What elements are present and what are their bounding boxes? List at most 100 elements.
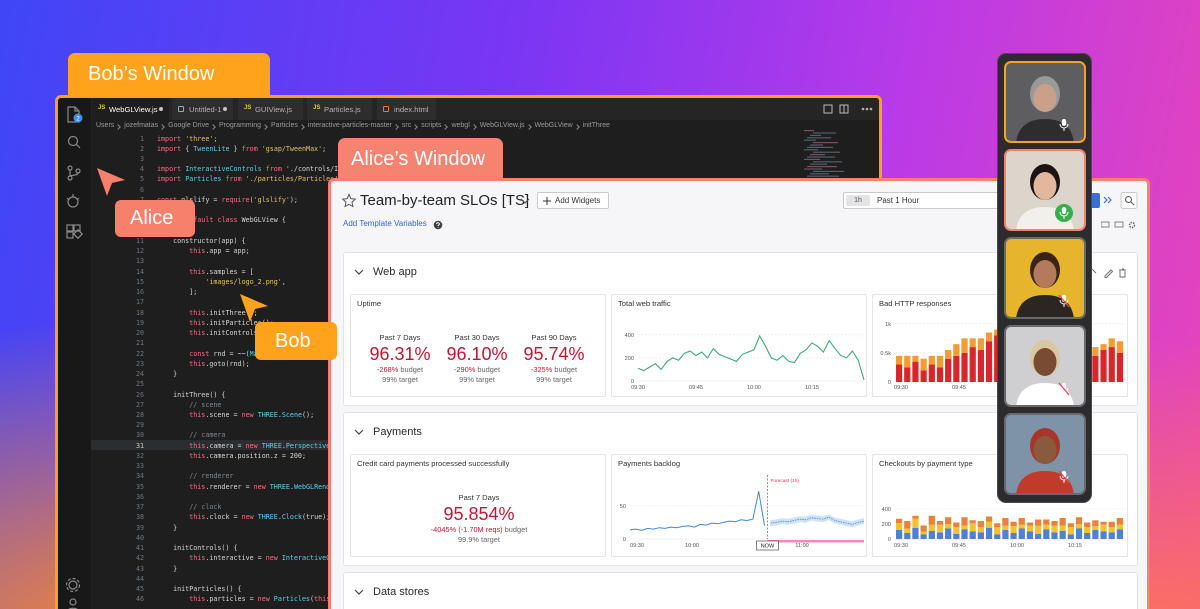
token: new [241,410,254,419]
bar-segment [1084,533,1091,539]
token: this [189,359,206,368]
code-line: this.samples = [ [189,267,254,276]
bar-segment [1026,531,1034,539]
bar-segment [904,521,911,529]
bar-segment [945,350,952,359]
bar-segment [1092,526,1099,530]
bar-segment [1067,534,1074,539]
bar-segment [1116,518,1124,525]
line-number: 2 [139,144,144,153]
mic-stand [1059,387,1069,395]
dashboard-title: Team-by-team SLOs [TS] [360,192,530,209]
bar-segment [904,355,911,368]
crumb: Programming [219,122,262,129]
minimap-line [813,132,836,134]
code-line: } [157,370,178,379]
code-line: this.renderer = new THREE.WebGLRenderer(… [189,482,354,491]
crumb: scripts [421,122,442,129]
now-label: NOW [761,544,775,550]
line-number: 15 [135,277,144,286]
crumb-separator [210,124,216,130]
bar-segment [994,523,1001,527]
plus-icon [543,197,551,205]
star-icon [341,193,357,208]
forecast-label: Forecast (1h) [770,478,799,484]
token: default [185,216,214,225]
crumb-separator [299,124,305,130]
toolbar-icons [1101,192,1138,229]
avatar-body [1016,295,1074,317]
x-tick-label: 09:30 [631,385,645,391]
code-line: this.clock = new THREE.Clock(true); [189,513,331,522]
dashboard-section: Data stores [343,572,1138,609]
editor-tab[interactable]: JS WebGLView.js [92,98,170,120]
template-link[interactable]: Add Template Variables [343,219,427,228]
live-button[interactable] [1090,193,1100,208]
line-number: 23 [135,359,144,368]
budget-word: budget [554,365,578,374]
crumb-separator [159,124,165,130]
avatar [1016,252,1074,317]
chart: 0 50 09:30 10:00 11:00 Forecast (1h) NOW [620,475,865,551]
line-number: 22 [135,349,144,358]
minimap-line [807,137,831,139]
chevron [354,429,364,435]
section-chevron [354,589,364,595]
token: this [189,410,206,419]
line-number: 34 [135,472,144,481]
bob-cursor-label: Bob [255,322,337,360]
tab-name: WebGLView.js [109,104,158,114]
breadcrumb: Users jozefmatas Google Drive Programming Pa… [96,122,610,130]
bar-segment [936,524,944,533]
code-line: this.scene = new THREE.Scene(); [189,410,315,419]
bar-segment [1100,521,1107,525]
budget-value: -268% [376,365,399,374]
bar-segment [969,338,976,348]
code-line: import InteractiveControls from './contr… [157,165,367,174]
tab-name: index.html [394,104,429,114]
bar-segment [1051,525,1058,533]
token: Scene [281,410,303,419]
line-number: 31 [135,441,144,450]
widget-title: Checkouts by payment type [879,459,973,468]
crumb-separator [393,124,399,130]
token: THREE [261,441,282,450]
bar-segment [994,534,1001,539]
token: InteractiveControls [185,165,262,174]
token: 'glslify' [253,195,290,204]
line-number: 14 [135,267,144,276]
line-number: 36 [135,492,144,501]
bar-segment [1108,338,1115,348]
token: import [157,134,182,143]
bar-segment [1108,521,1115,527]
line-number: 3 [139,154,144,163]
code-line: // clock [157,503,221,511]
now-badge [756,540,779,551]
line-number: 6 [139,185,144,194]
bar-segment [969,347,976,382]
minimap-line [804,139,816,141]
line-number: 37 [135,503,144,512]
line-number: 41 [135,544,144,553]
crumb-separator [262,124,268,130]
participant-tile [1004,149,1086,231]
bar-segment [985,527,993,539]
add-widgets-button[interactable]: Add Widgets [537,192,609,209]
token: 'images/logo_2.png' [205,277,282,286]
badge [73,113,83,123]
bar-segment [994,527,1001,535]
token: Clock [281,513,303,522]
slo-column: Past 7 Days 95.854% -4045% (-1.70M reqs) b… [419,493,539,544]
bar-segment [1059,518,1066,526]
bar-segment [1043,529,1050,539]
mic-icon [1061,207,1067,214]
bar-segment [912,515,919,519]
bar-segment [920,525,927,532]
bar-segment [1100,524,1107,532]
bar-segment [1035,533,1042,539]
bar-segment [920,534,927,539]
code-line: initThree() { [157,390,226,399]
crumb: Particles [271,122,298,129]
slo-period: Past 30 Days [454,333,500,342]
video-panel [997,53,1092,503]
